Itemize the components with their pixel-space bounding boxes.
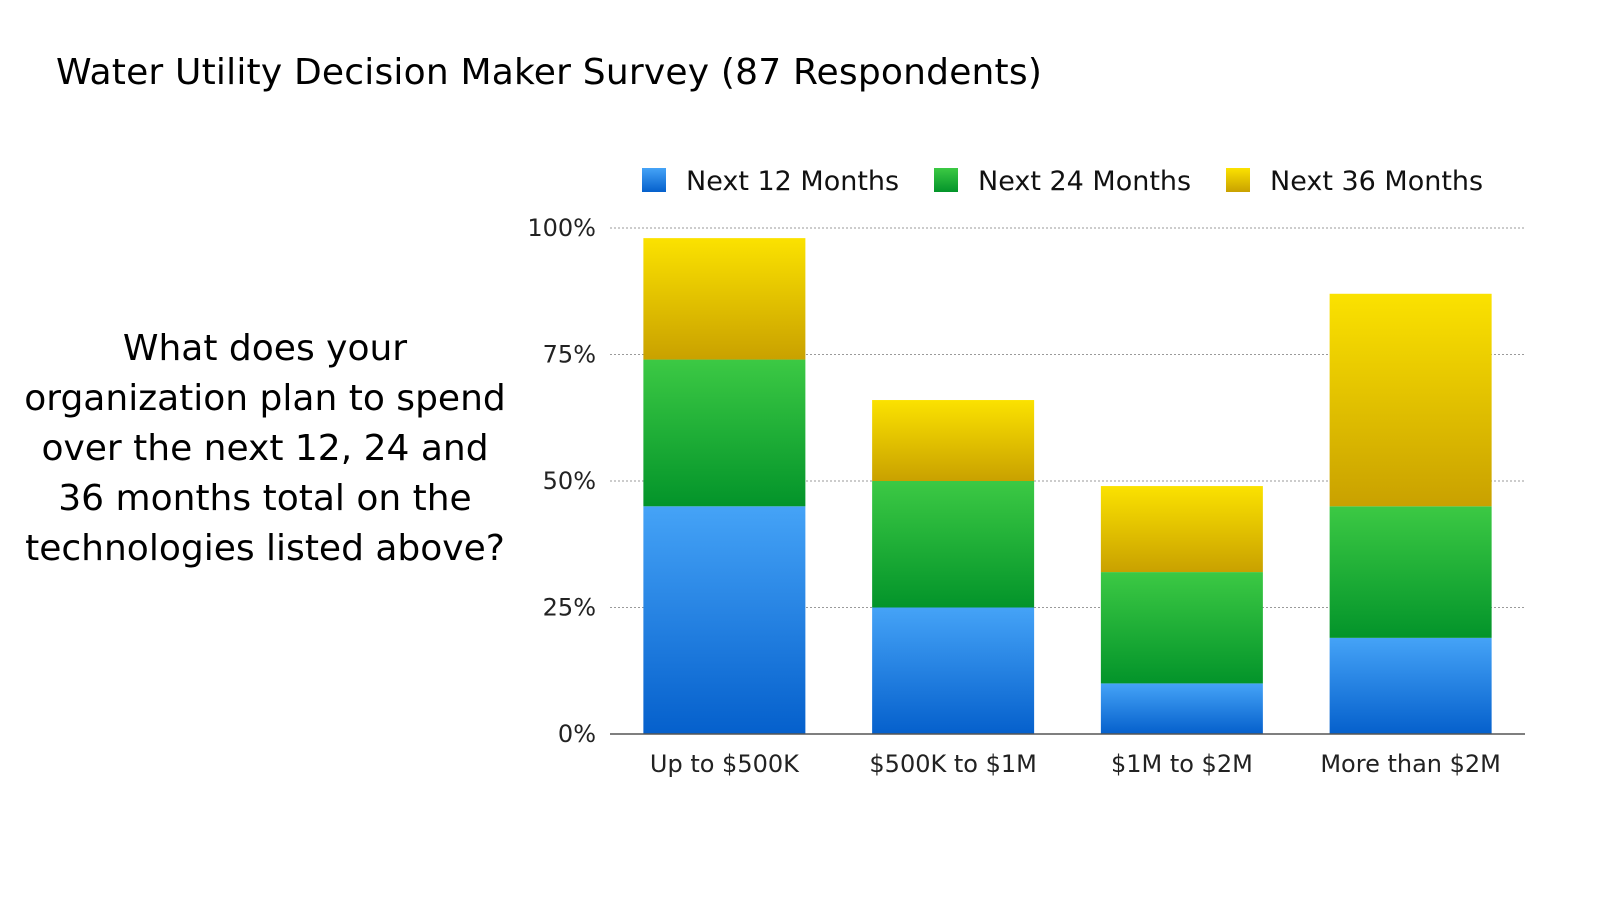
chart-legend: Next 12 Months Next 24 Months Next 36 Mont… — [642, 166, 1483, 197]
x-tick-label: Up to $500K — [650, 750, 800, 778]
chart-axes: 0% 25% 50% 75% 100% Up to $500K $500K to $1M $1… — [527, 214, 1525, 778]
bar-segment — [1329, 637, 1492, 734]
legend-label: Next 36 Months — [1270, 166, 1483, 197]
y-tick-label: 75% — [543, 341, 596, 369]
survey-question: What does your organization plan to spen… — [24, 328, 506, 569]
y-tick-label: 50% — [543, 467, 596, 495]
bar-segment — [1329, 506, 1492, 638]
bar-segment — [1329, 293, 1492, 507]
bar-segment — [872, 400, 1035, 481]
legend-swatch — [642, 168, 666, 192]
bar-segment — [643, 359, 806, 507]
legend-swatch — [1226, 168, 1250, 192]
bar-segment — [872, 481, 1035, 608]
y-tick-label: 100% — [527, 214, 596, 242]
bar-segment — [1100, 683, 1263, 734]
bar-segment — [643, 238, 806, 360]
bar-segment — [1100, 486, 1263, 573]
legend-label: Next 12 Months — [686, 166, 899, 197]
x-tick-label: $500K to $1M — [869, 750, 1036, 778]
bar-segment — [643, 506, 806, 734]
bar-segment — [1100, 572, 1263, 684]
bar-segment — [872, 607, 1035, 734]
y-tick-label: 25% — [543, 594, 596, 622]
x-tick-label: $1M to $2M — [1111, 750, 1253, 778]
chart-bars — [643, 238, 1492, 734]
y-tick-label: 0% — [558, 720, 596, 748]
legend-label: Next 24 Months — [978, 166, 1191, 197]
legend-swatch — [934, 168, 958, 192]
slide-title: Water Utility Decision Maker Survey (87 … — [56, 52, 1043, 93]
x-tick-label: More than $2M — [1320, 750, 1501, 778]
